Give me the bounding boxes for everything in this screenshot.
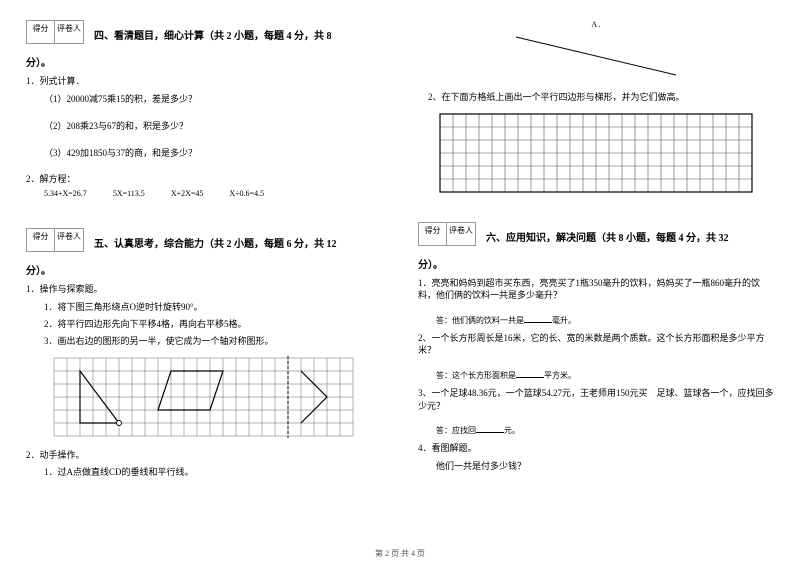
right-column: A . 2、在下面方格纸上画出一个平行四边形与梯形，并为它们做高。 得分 评卷人… bbox=[400, 20, 792, 540]
section-6-title: 六、应用知识，解决问题（共 8 小题，每题 4 分，共 32 bbox=[486, 228, 729, 250]
q6-4: 4．看图解题。 bbox=[418, 442, 774, 455]
section-5-header: 得分 评卷人 五、认真思考，综合能力（共 2 小题，每题 6 分，共 12 bbox=[26, 228, 382, 256]
score-cell: 得分 bbox=[27, 21, 55, 43]
point-a-label: A . bbox=[418, 20, 774, 29]
grader-cell: 评卷人 bbox=[447, 223, 475, 245]
a6-2: 答：这个长方形面积是 平方米。 bbox=[436, 369, 774, 381]
q5-1a: 1．将下图三角形绕点O逆时针旋转90°。 bbox=[44, 300, 382, 313]
q6-4a: 他们一共是付多少钱？ bbox=[436, 459, 774, 472]
section-4-fen: 分）。 bbox=[26, 54, 382, 69]
left-column: 得分 评卷人 四、看清题目，细心计算（共 2 小题，每题 4 分，共 8 分）。… bbox=[8, 20, 400, 540]
equations-row: 5.34+X=26.7 5X=113.5 X+2X=45 X÷0.6=4.5 bbox=[44, 189, 382, 198]
score-cell: 得分 bbox=[27, 229, 55, 251]
a6-3: 答：应找回 元。 bbox=[436, 424, 774, 436]
q5-2: 2．动手操作。 bbox=[26, 449, 382, 462]
score-box-5: 得分 评卷人 bbox=[26, 228, 84, 252]
q5-1: 1．操作与探索题。 bbox=[26, 283, 382, 296]
q5-1c: 3．画出右边的图形的另一半，使它成为一个轴对称图形。 bbox=[44, 334, 382, 347]
right-task2: 2、在下面方格纸上画出一个平行四边形与梯形，并为它们做高。 bbox=[428, 91, 774, 104]
grid-figure-1 bbox=[49, 353, 359, 443]
q4-1: 1．列式计算． bbox=[26, 75, 382, 88]
eq-3: X+2X=45 bbox=[171, 189, 204, 198]
q6-3: 3、一个足球48.36元，一个篮球54.27元，王老师用150元买 足球、篮球各… bbox=[418, 387, 774, 412]
grader-cell: 评卷人 bbox=[55, 21, 83, 43]
a6-2-suffix: 平方米。 bbox=[544, 371, 576, 380]
q5-1b: 2．将平行四边形先向下平移4格，再向右平移5格。 bbox=[44, 317, 382, 330]
q4-1c: （3）429加1850与37的商，和是多少？ bbox=[44, 146, 382, 159]
page-footer: 第 2 页 共 4 页 bbox=[0, 548, 800, 559]
section-4-header: 得分 评卷人 四、看清题目，细心计算（共 2 小题，每题 4 分，共 8 bbox=[26, 20, 382, 48]
grid-figure-2 bbox=[436, 110, 756, 200]
q4-1a: （1）20000减75乘15的积，差是多少？ bbox=[44, 92, 382, 105]
section-5-fen: 分）。 bbox=[26, 262, 382, 277]
section-5-title: 五、认真思考，综合能力（共 2 小题，每题 6 分，共 12 bbox=[94, 234, 337, 256]
section-6-fen: 分）。 bbox=[418, 256, 774, 271]
a6-1: 答：他们俩的饮料一共是 毫升。 bbox=[436, 314, 774, 326]
score-cell: 得分 bbox=[419, 223, 447, 245]
score-box-6: 得分 评卷人 bbox=[418, 222, 476, 246]
section-6-header: 得分 评卷人 六、应用知识，解决问题（共 8 小题，每题 4 分，共 32 bbox=[418, 222, 774, 250]
grader-cell: 评卷人 bbox=[55, 229, 83, 251]
a6-1-prefix: 答：他们俩的饮料一共是 bbox=[436, 316, 524, 325]
a6-3-suffix: 元。 bbox=[504, 426, 520, 435]
eq-2: 5X=113.5 bbox=[113, 189, 145, 198]
blank bbox=[524, 314, 552, 323]
a6-2-prefix: 答：这个长方形面积是 bbox=[436, 371, 516, 380]
blank bbox=[516, 369, 544, 378]
line-cd-figure bbox=[506, 31, 686, 81]
q6-1: 1．亮亮和妈妈到超市买东西，亮亮买了1瓶350毫升的饮料，妈妈买了一瓶860毫升… bbox=[418, 277, 774, 302]
q5-2a: 1．过A点做直线CD的垂线和平行线。 bbox=[44, 465, 382, 478]
a6-3-prefix: 答：应找回 bbox=[436, 426, 476, 435]
q4-2: 2．解方程： bbox=[26, 173, 382, 186]
section-4-title: 四、看清题目，细心计算（共 2 小题，每题 4 分，共 8 bbox=[94, 26, 332, 48]
q4-1b: （2）208乘23与67的和，积是多少？ bbox=[44, 119, 382, 132]
a6-1-suffix: 毫升。 bbox=[552, 316, 576, 325]
blank bbox=[476, 424, 504, 433]
q6-2: 2、一个长方形周长是16米，它的长、宽的米数是两个质数。这个长方形面积是多少平方… bbox=[418, 332, 774, 357]
eq-4: X÷0.6=4.5 bbox=[229, 189, 264, 198]
eq-1: 5.34+X=26.7 bbox=[44, 189, 87, 198]
score-box-4: 得分 评卷人 bbox=[26, 20, 84, 44]
